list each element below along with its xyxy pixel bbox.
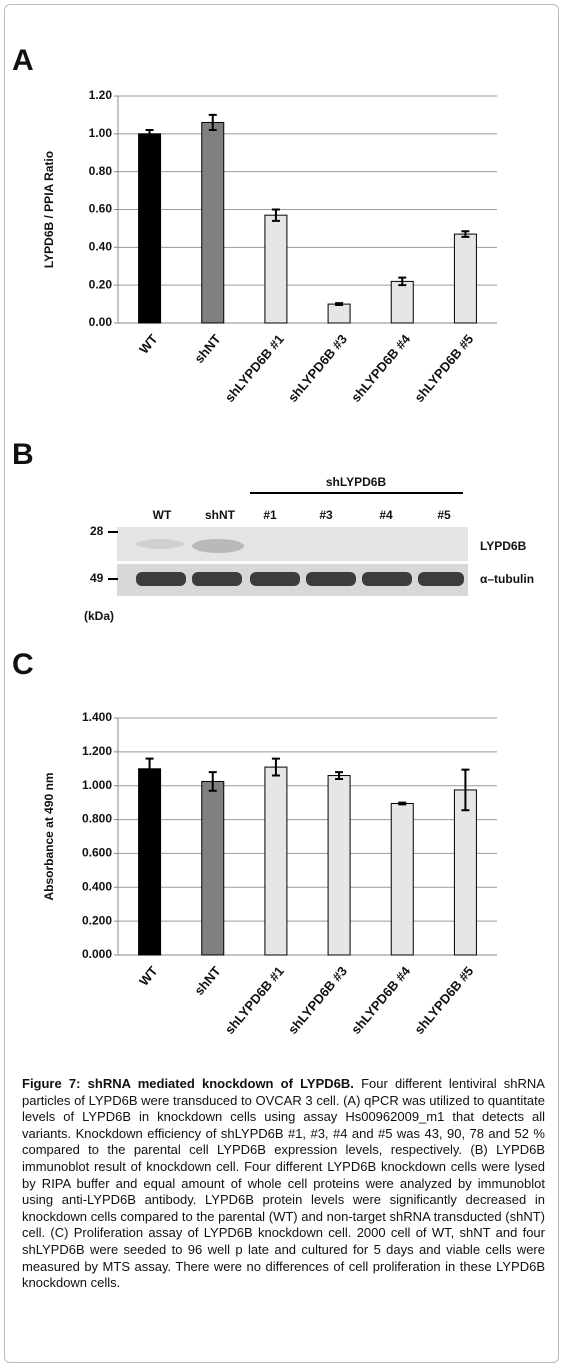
bar (453, 789, 477, 956)
bar (390, 280, 414, 324)
y-tick-label: 0.60 (89, 202, 113, 216)
bar (327, 303, 351, 324)
y-tick-label: 0.20 (89, 277, 113, 291)
y-axis-label: LYPD6B / PPIA Ratio (42, 151, 56, 268)
band (250, 572, 300, 586)
bar (201, 780, 225, 956)
y-tick-label: 0.40 (89, 240, 113, 254)
x-tick-label: shLYPD6B #4 (348, 331, 414, 405)
y-tick-label: 0.80 (89, 164, 113, 178)
x-tick-label: shLYPD6B #5 (411, 963, 476, 1036)
marker-unit: (kDa) (84, 609, 114, 623)
y-tick-label: 0.600 (82, 846, 112, 860)
error-bar (461, 230, 470, 238)
marker-label: 28 (90, 524, 104, 538)
x-tick-label: shLYPD6B #4 (348, 963, 414, 1037)
band (136, 539, 184, 549)
bar (327, 775, 351, 956)
caption-title: Figure 7: shRNA mediated knockdown of LY… (22, 1076, 354, 1091)
group-label: shLYPD6B (326, 475, 387, 489)
x-tick-label: shLYPD6B #3 (285, 963, 350, 1036)
bar (390, 802, 414, 956)
x-tick-label: shLYPD6B #1 (222, 963, 287, 1036)
y-axis-label: Absorbance at 490 nm (42, 772, 56, 900)
error-bar (271, 757, 280, 777)
figure: B shLYPD6B WT shNT #1 #3 #4 #5 28 49 (kD… (12, 44, 534, 1037)
x-tick-label: shLYPD6B #3 (285, 331, 350, 404)
band (136, 572, 186, 586)
error-bar (208, 771, 217, 792)
error-bar (271, 208, 280, 222)
caption: Figure 7: shRNA mediated knockdown of LY… (22, 1076, 545, 1292)
x-tick-label: WT (136, 331, 161, 356)
lane-label: WT (153, 508, 172, 522)
bar (138, 768, 162, 956)
error-bar (335, 771, 344, 780)
y-tick-label: 1.200 (82, 744, 112, 758)
bar (138, 133, 162, 324)
lane-label: #5 (437, 508, 451, 522)
lane-label: #1 (263, 508, 277, 522)
marker-label: 49 (90, 571, 104, 585)
bar (201, 121, 225, 324)
y-tick-label: 0.00 (89, 315, 113, 329)
panel-label: B (12, 438, 34, 471)
y-tick-label: 1.20 (89, 88, 113, 102)
y-tick-label: 0.000 (82, 947, 112, 961)
panel-label: C (12, 648, 34, 681)
band (192, 539, 244, 553)
x-tick-label: shLYPD6B #1 (222, 331, 287, 404)
lane-label: #4 (379, 508, 393, 522)
bar (453, 233, 477, 324)
caption-text: Four different lentiviral shRNA particle… (22, 1076, 545, 1291)
error-bar (208, 113, 217, 132)
error-bar (461, 768, 470, 812)
band-label: α–tubulin (480, 572, 534, 586)
bar (264, 214, 288, 324)
y-tick-label: 1.000 (82, 778, 112, 792)
y-tick-label: 0.200 (82, 913, 112, 927)
error-bar (335, 302, 344, 307)
x-tick-label: WT (136, 963, 161, 988)
error-bar (145, 129, 154, 139)
y-tick-label: 0.400 (82, 879, 112, 893)
band (306, 572, 356, 586)
lane-label: shNT (205, 508, 236, 522)
band-label: LYPD6B (480, 539, 527, 553)
bar (264, 766, 288, 956)
error-bar (398, 801, 407, 806)
y-tick-label: 1.00 (89, 126, 113, 140)
error-bar (398, 276, 407, 287)
x-tick-label: shNT (191, 963, 223, 998)
x-tick-label: shLYPD6B #5 (411, 331, 476, 404)
y-tick-label: 1.400 (82, 710, 112, 724)
x-tick-label: shNT (191, 331, 223, 366)
error-bar (145, 757, 154, 780)
band (362, 572, 412, 586)
lane-label: #3 (319, 508, 333, 522)
band (192, 572, 242, 586)
panel-label: A (12, 44, 34, 77)
figure-frame (4, 4, 559, 1363)
y-tick-label: 0.800 (82, 812, 112, 826)
band (418, 572, 464, 586)
